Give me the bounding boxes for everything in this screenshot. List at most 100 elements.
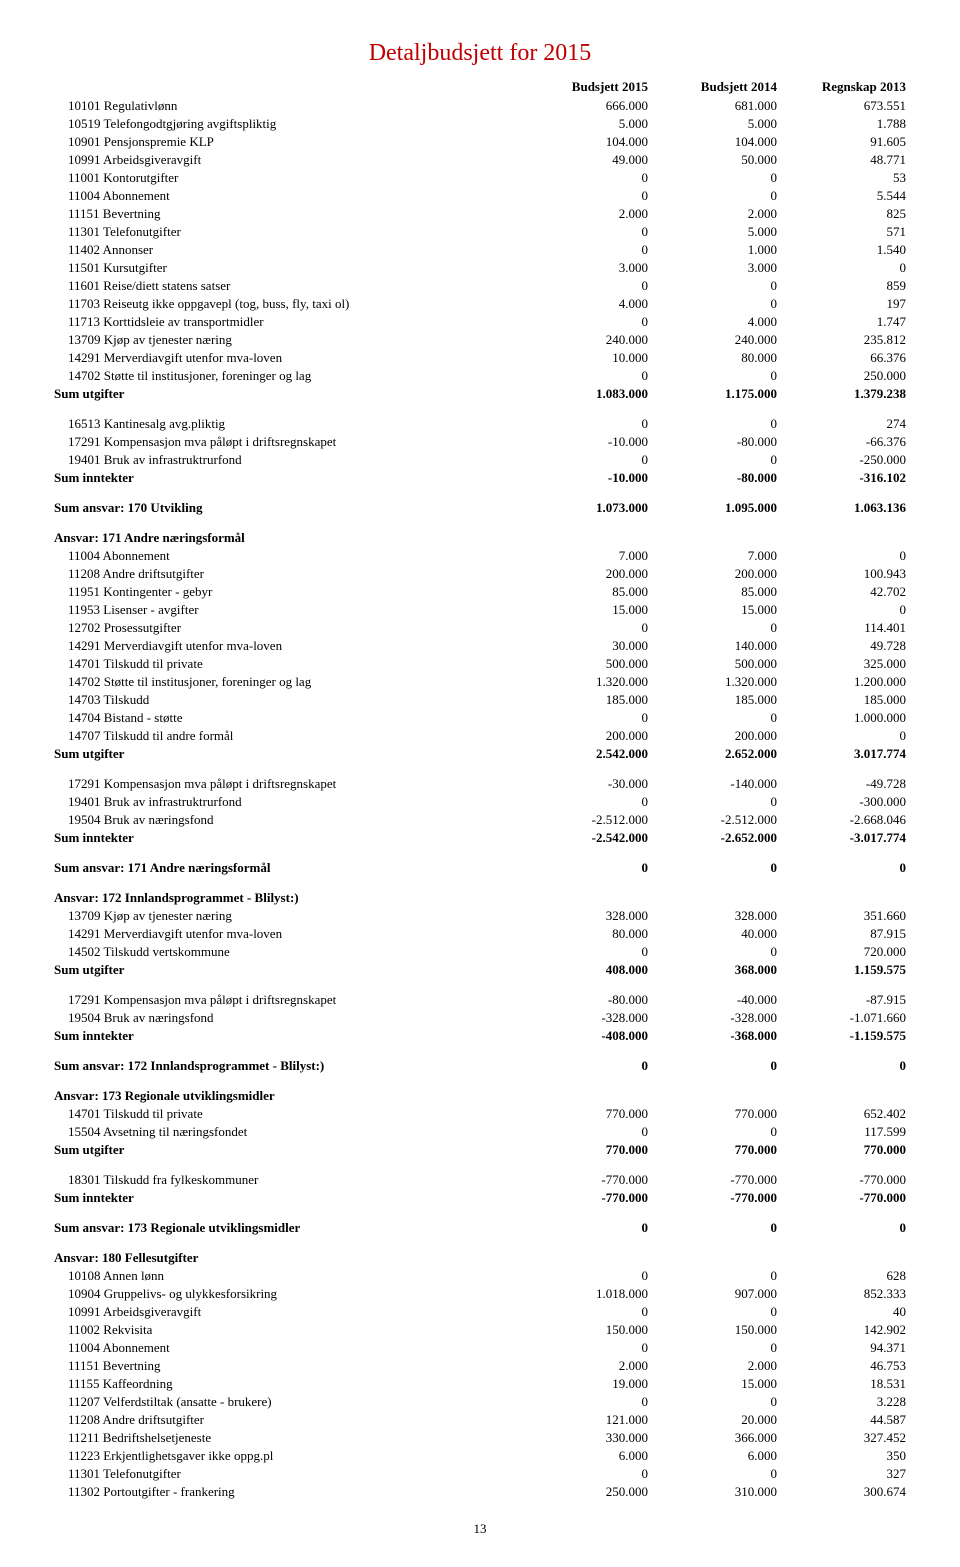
table-row: 14704 Bistand - støtte001.000.000 <box>50 709 910 727</box>
row-value: -250.000 <box>781 451 910 469</box>
table-row: 19504 Bruk av næringsfond-328.000-328.00… <box>50 1009 910 1027</box>
row-value: -140.000 <box>652 775 781 793</box>
row-value: 150.000 <box>652 1321 781 1339</box>
row-label: 11301 Telefonutgifter <box>50 223 523 241</box>
row-value: -770.000 <box>523 1189 652 1207</box>
table-row: 15504 Avsetning til næringsfondet00117.5… <box>50 1123 910 1141</box>
row-label: Sum ansvar: 172 Innlandsprogrammet - Bli… <box>50 1057 523 1075</box>
row-label: 19401 Bruk av infrastruktrurfond <box>50 793 523 811</box>
row-label: 11207 Velferdstiltak (ansatte - brukere) <box>50 1393 523 1411</box>
row-value: 200.000 <box>652 565 781 583</box>
row-value: 681.000 <box>652 97 781 115</box>
row-value: 0 <box>523 793 652 811</box>
row-label: Sum utgifter <box>50 961 523 979</box>
table-row: 11208 Andre driftsutgifter121.00020.0004… <box>50 1411 910 1429</box>
row-value: 2.542.000 <box>523 745 652 763</box>
row-value: 770.000 <box>781 1141 910 1159</box>
section-heading: Ansvar: 180 Fellesutgifter <box>50 1249 910 1267</box>
table-row: 17291 Kompensasjon mva påløpt i driftsre… <box>50 775 910 793</box>
table-row: Sum ansvar: 171 Andre næringsformål000 <box>50 859 910 877</box>
row-label: 11151 Bevertning <box>50 205 523 223</box>
row-value: 0 <box>652 1267 781 1285</box>
row-label: 14704 Bistand - støtte <box>50 709 523 727</box>
table-row: 11151 Bevertning2.0002.00046.753 <box>50 1357 910 1375</box>
table-row: 11002 Rekvisita150.000150.000142.902 <box>50 1321 910 1339</box>
row-value: 325.000 <box>781 655 910 673</box>
row-value: 85.000 <box>523 583 652 601</box>
row-label: 10108 Annen lønn <box>50 1267 523 1285</box>
row-value: 666.000 <box>523 97 652 115</box>
row-value: 6.000 <box>523 1447 652 1465</box>
row-label: 14502 Tilskudd vertskommune <box>50 943 523 961</box>
table-row: 11713 Korttidsleie av transportmidler04.… <box>50 313 910 331</box>
row-value: 104.000 <box>523 133 652 151</box>
row-value: -316.102 <box>781 469 910 487</box>
table-row: 14702 Støtte til institusjoner, forening… <box>50 367 910 385</box>
row-value: 0 <box>523 367 652 385</box>
row-value: 1.083.000 <box>523 385 652 403</box>
row-value: 0 <box>781 727 910 745</box>
row-value: 3.228 <box>781 1393 910 1411</box>
row-value: -30.000 <box>523 775 652 793</box>
row-value: 18.531 <box>781 1375 910 1393</box>
row-value: 240.000 <box>523 331 652 349</box>
row-value: 5.000 <box>652 223 781 241</box>
row-label: 14291 Merverdiavgift utenfor mva-loven <box>50 925 523 943</box>
row-value: -40.000 <box>652 991 781 1009</box>
row-value: 0 <box>781 259 910 277</box>
row-value: 5.000 <box>652 115 781 133</box>
row-label: 14707 Tilskudd til andre formål <box>50 727 523 745</box>
table-row: Sum ansvar: 172 Innlandsprogrammet - Bli… <box>50 1057 910 1075</box>
row-value: 250.000 <box>781 367 910 385</box>
row-value: 240.000 <box>652 331 781 349</box>
spacer-row <box>50 487 910 499</box>
row-label: 11953 Lisenser - avgifter <box>50 601 523 619</box>
row-value: 1.073.000 <box>523 499 652 517</box>
table-row: 14291 Merverdiavgift utenfor mva-loven30… <box>50 637 910 655</box>
table-row: 11207 Velferdstiltak (ansatte - brukere)… <box>50 1393 910 1411</box>
row-label: Sum utgifter <box>50 745 523 763</box>
row-value: 1.063.136 <box>781 499 910 517</box>
row-label: 10101 Regulativlønn <box>50 97 523 115</box>
row-value: 15.000 <box>652 601 781 619</box>
table-row: 12702 Prosessutgifter00114.401 <box>50 619 910 637</box>
row-value: 907.000 <box>652 1285 781 1303</box>
table-row: 11001 Kontorutgifter0053 <box>50 169 910 187</box>
row-value: -368.000 <box>652 1027 781 1045</box>
row-value: -408.000 <box>523 1027 652 1045</box>
row-value: 0 <box>781 1219 910 1237</box>
row-value: 1.000.000 <box>781 709 910 727</box>
row-label: 11501 Kursutgifter <box>50 259 523 277</box>
row-value: 1.095.000 <box>652 499 781 517</box>
row-value: 0 <box>652 1339 781 1357</box>
table-row: 11402 Annonser01.0001.540 <box>50 241 910 259</box>
table-row: 11208 Andre driftsutgifter200.000200.000… <box>50 565 910 583</box>
row-value: 94.371 <box>781 1339 910 1357</box>
row-label: 15504 Avsetning til næringsfondet <box>50 1123 523 1141</box>
table-row: Sum ansvar: 173 Regionale utviklingsmidl… <box>50 1219 910 1237</box>
row-value: 628 <box>781 1267 910 1285</box>
table-row: 11223 Erkjentlighetsgaver ikke oppg.pl6.… <box>50 1447 910 1465</box>
row-value: 859 <box>781 277 910 295</box>
row-label: 11402 Annonser <box>50 241 523 259</box>
row-value: 150.000 <box>523 1321 652 1339</box>
row-value: -770.000 <box>523 1171 652 1189</box>
row-label: 14702 Støtte til institusjoner, forening… <box>50 367 523 385</box>
row-value: 0 <box>652 295 781 313</box>
row-value: 46.753 <box>781 1357 910 1375</box>
spacer-row <box>50 877 910 889</box>
table-row: 16513 Kantinesalg avg.pliktig00274 <box>50 415 910 433</box>
table-header-row: Budsjett 2015 Budsjett 2014 Regnskap 201… <box>50 77 910 97</box>
row-value: 117.599 <box>781 1123 910 1141</box>
table-row: 11703 Reiseutg ikke oppgavepl (tog, buss… <box>50 295 910 313</box>
section-heading: Ansvar: 172 Innlandsprogrammet - Blilyst… <box>50 889 910 907</box>
row-value: 330.000 <box>523 1429 652 1447</box>
table-row: 14702 Støtte til institusjoner, forening… <box>50 673 910 691</box>
table-row: 19401 Bruk av infrastruktrurfond00-300.0… <box>50 793 910 811</box>
row-value: 49.728 <box>781 637 910 655</box>
spacer-row <box>50 517 910 529</box>
page-title: Detaljbudsjett for 2015 <box>50 40 910 67</box>
section-heading: Ansvar: 171 Andre næringsformål <box>50 529 910 547</box>
row-label: 14701 Tilskudd til private <box>50 1105 523 1123</box>
row-value: 1.788 <box>781 115 910 133</box>
